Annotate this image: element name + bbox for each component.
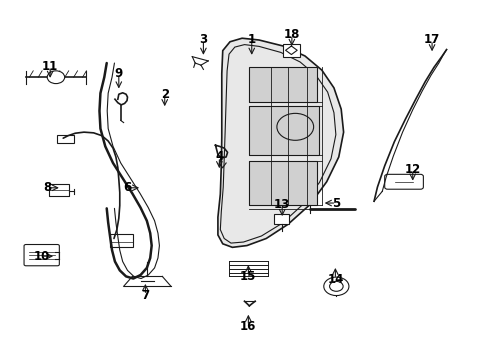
FancyBboxPatch shape <box>24 244 59 266</box>
Bar <box>49 184 69 196</box>
Text: 14: 14 <box>326 273 343 286</box>
Text: 15: 15 <box>240 270 256 283</box>
FancyBboxPatch shape <box>282 44 300 57</box>
Bar <box>57 135 74 143</box>
Text: 2: 2 <box>161 89 168 102</box>
Text: 4: 4 <box>215 150 223 163</box>
Text: 1: 1 <box>247 33 255 46</box>
Text: 16: 16 <box>240 320 256 333</box>
Bar <box>249 67 316 102</box>
Text: 18: 18 <box>283 28 300 41</box>
FancyBboxPatch shape <box>384 174 423 189</box>
Text: 6: 6 <box>123 181 131 194</box>
Text: 17: 17 <box>423 33 439 46</box>
Polygon shape <box>218 38 343 247</box>
Bar <box>249 161 316 205</box>
Bar <box>274 215 288 224</box>
Bar <box>249 105 319 155</box>
Text: 3: 3 <box>199 33 207 46</box>
Circle shape <box>323 277 348 296</box>
Text: 13: 13 <box>273 198 290 211</box>
Text: 10: 10 <box>33 250 49 263</box>
Circle shape <box>47 71 64 84</box>
Text: 5: 5 <box>331 197 340 210</box>
Text: 11: 11 <box>42 60 58 73</box>
Text: 12: 12 <box>404 163 420 176</box>
Text: 7: 7 <box>141 289 149 302</box>
Text: 9: 9 <box>115 67 122 80</box>
Text: 8: 8 <box>43 181 51 194</box>
Bar <box>110 234 133 247</box>
